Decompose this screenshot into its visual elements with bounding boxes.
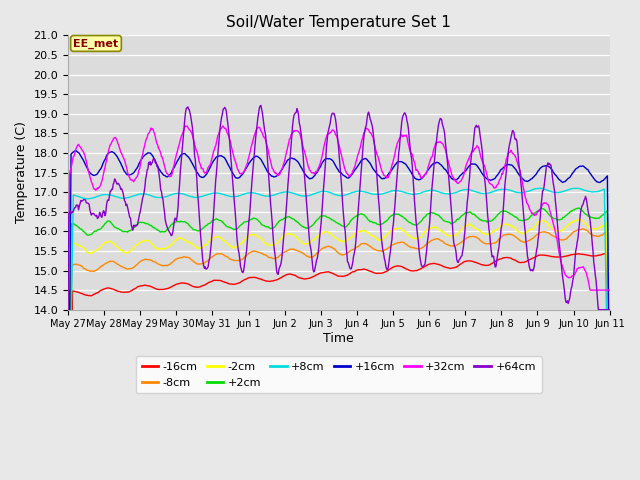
- +64cm: [185, 106, 193, 112]
- +64cm: [213, 161, 221, 167]
- +8cm: [130, 193, 138, 199]
- +8cm: [213, 190, 221, 196]
- Line: -2cm: -2cm: [68, 219, 610, 480]
- +16cm: [421, 172, 429, 178]
- Line: -16cm: -16cm: [68, 253, 610, 480]
- +32cm: [214, 132, 222, 138]
- -2cm: [130, 245, 138, 251]
- +32cm: [64, 287, 72, 293]
- +32cm: [405, 145, 413, 151]
- Text: EE_met: EE_met: [74, 38, 118, 48]
- +16cm: [405, 167, 413, 172]
- +8cm: [185, 193, 193, 199]
- -8cm: [185, 255, 193, 261]
- -16cm: [74, 289, 82, 295]
- -2cm: [404, 232, 412, 238]
- +2cm: [130, 225, 138, 231]
- -8cm: [74, 262, 82, 268]
- -2cm: [213, 234, 221, 240]
- Line: +2cm: +2cm: [68, 208, 610, 480]
- Line: +8cm: +8cm: [68, 188, 610, 480]
- +64cm: [130, 222, 138, 228]
- Line: +32cm: +32cm: [68, 126, 610, 290]
- +2cm: [213, 216, 221, 222]
- +8cm: [74, 193, 82, 199]
- Title: Soil/Water Temperature Set 1: Soil/Water Temperature Set 1: [227, 15, 451, 30]
- -16cm: [213, 277, 221, 283]
- -8cm: [579, 226, 587, 232]
- +2cm: [420, 215, 428, 220]
- +32cm: [74, 142, 82, 148]
- Line: -8cm: -8cm: [68, 229, 610, 480]
- -16cm: [420, 264, 428, 270]
- Y-axis label: Temperature (C): Temperature (C): [15, 121, 28, 224]
- -2cm: [185, 239, 193, 245]
- -2cm: [420, 229, 428, 235]
- +8cm: [420, 189, 428, 194]
- -8cm: [213, 251, 221, 257]
- -16cm: [404, 267, 412, 273]
- +2cm: [574, 205, 582, 211]
- +2cm: [185, 222, 193, 228]
- -2cm: [74, 242, 82, 248]
- +64cm: [421, 261, 429, 267]
- +32cm: [130, 179, 138, 184]
- -8cm: [606, 479, 614, 480]
- +2cm: [606, 450, 614, 456]
- -2cm: [575, 216, 583, 222]
- -16cm: [606, 377, 614, 383]
- +32cm: [421, 171, 429, 177]
- +32cm: [183, 123, 191, 129]
- +16cm: [131, 169, 138, 175]
- +64cm: [257, 102, 265, 108]
- +64cm: [606, 307, 614, 312]
- Line: +16cm: +16cm: [68, 151, 610, 480]
- -16cm: [602, 251, 610, 256]
- +64cm: [64, 307, 72, 312]
- +64cm: [405, 136, 413, 142]
- Legend: -16cm, -8cm, -2cm, +2cm, +8cm, +16cm, +32cm, +64cm: -16cm, -8cm, -2cm, +2cm, +8cm, +16cm, +3…: [136, 357, 541, 393]
- +16cm: [75, 150, 83, 156]
- +32cm: [606, 287, 614, 293]
- -16cm: [130, 287, 138, 292]
- -8cm: [130, 264, 138, 270]
- +2cm: [74, 224, 82, 229]
- +32cm: [186, 127, 193, 133]
- X-axis label: Time: Time: [323, 332, 354, 345]
- +16cm: [72, 148, 79, 154]
- -8cm: [404, 243, 412, 249]
- +2cm: [404, 219, 412, 225]
- +16cm: [606, 428, 614, 433]
- +64cm: [74, 202, 82, 208]
- Line: +64cm: +64cm: [68, 105, 610, 310]
- -16cm: [185, 281, 193, 287]
- -8cm: [420, 243, 428, 249]
- +8cm: [404, 191, 412, 196]
- +8cm: [573, 185, 581, 191]
- +16cm: [186, 156, 193, 161]
- +16cm: [214, 154, 222, 159]
